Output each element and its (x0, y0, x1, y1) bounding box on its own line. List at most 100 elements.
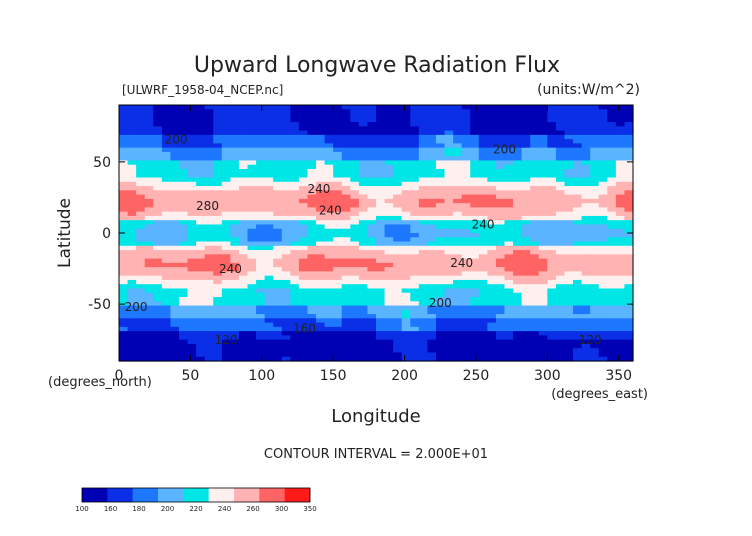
field-cell (316, 109, 326, 115)
field-cell (444, 275, 454, 281)
field-cell (178, 143, 189, 149)
field-cell (204, 314, 214, 319)
field-cell (581, 237, 591, 243)
field-cell (427, 331, 437, 336)
field-cell (333, 271, 343, 277)
field-cell (170, 126, 180, 132)
field-cell (153, 224, 163, 230)
field-cell (324, 237, 334, 243)
field-cell (187, 173, 197, 179)
field-cell (196, 262, 206, 268)
field-cell (221, 233, 231, 238)
field-cell (478, 297, 488, 302)
field-cell (376, 237, 386, 243)
field-cell (461, 305, 471, 311)
field-cell (238, 224, 249, 230)
field-cell (590, 279, 600, 285)
field-cell (573, 164, 583, 170)
field-cell (410, 147, 420, 153)
field-cell (119, 173, 129, 179)
field-cell (153, 301, 163, 307)
field-cell (367, 288, 377, 294)
field-cell (307, 279, 317, 285)
field-cell (187, 233, 197, 238)
field-cell (247, 139, 257, 144)
field-cell (435, 343, 446, 349)
field-cell (333, 139, 343, 144)
field-cell (307, 160, 317, 166)
field-cell (281, 122, 291, 127)
field-cell (478, 160, 488, 166)
field-cell (624, 203, 634, 208)
field-cell (581, 122, 591, 127)
field-cell (393, 105, 403, 110)
field-cell (435, 284, 446, 290)
field-cell (410, 126, 420, 132)
field-cell (298, 228, 309, 234)
field-cell (298, 275, 309, 281)
field-cell (161, 122, 171, 127)
field-cell (316, 275, 326, 281)
field-cell (367, 220, 377, 226)
field-cell (307, 134, 317, 140)
field-cell (521, 309, 531, 315)
field-cell (298, 339, 309, 345)
field-cell (624, 250, 634, 255)
field-cell (495, 284, 506, 290)
field-cell (598, 279, 608, 285)
field-cell (410, 160, 420, 166)
field-cell (178, 292, 189, 298)
field-cell (564, 297, 574, 302)
field-cell (204, 318, 214, 324)
field-cell (427, 245, 437, 251)
field-cell (256, 220, 266, 226)
field-cell (238, 297, 249, 302)
field-cell (401, 215, 411, 221)
field-cell (358, 352, 369, 358)
x-tick-label: 100 (248, 368, 275, 384)
field-cell (358, 190, 369, 196)
field-cell (401, 292, 411, 298)
field-cell (393, 173, 403, 179)
field-cell (598, 211, 608, 217)
field-cell (521, 211, 531, 217)
field-cell (256, 288, 266, 294)
field-cell (256, 297, 266, 302)
field-cell (256, 254, 266, 260)
field-cell (495, 215, 506, 221)
field-cell (256, 241, 266, 247)
field-cell (478, 173, 488, 179)
field-cell (435, 164, 446, 170)
field-cell (581, 284, 591, 290)
field-cell (444, 292, 454, 298)
field-cell (273, 275, 283, 281)
field-cell (581, 326, 591, 332)
field-cell (256, 237, 266, 243)
field-cell (281, 292, 291, 298)
field-cell (590, 335, 600, 341)
field-cell (273, 134, 283, 140)
field-cell (376, 271, 386, 277)
field-cell (281, 309, 291, 315)
field-cell (376, 122, 386, 127)
field-cell (324, 343, 334, 349)
field-cell (247, 314, 257, 319)
field-cell (247, 250, 257, 255)
field-cell (435, 233, 446, 238)
field-cell (410, 241, 420, 247)
field-cell (513, 275, 523, 281)
field-cell (487, 130, 497, 136)
field-cell (607, 254, 617, 260)
field-cell (384, 198, 394, 204)
field-cell (127, 245, 137, 251)
field-cell (333, 297, 343, 302)
field-cell (153, 233, 163, 238)
field-cell (350, 160, 360, 166)
field-cell (196, 271, 206, 277)
field-cell (564, 122, 574, 127)
field-cell (119, 130, 129, 136)
field-cell (487, 177, 497, 183)
field-cell (487, 292, 497, 298)
field-cell (298, 177, 309, 183)
